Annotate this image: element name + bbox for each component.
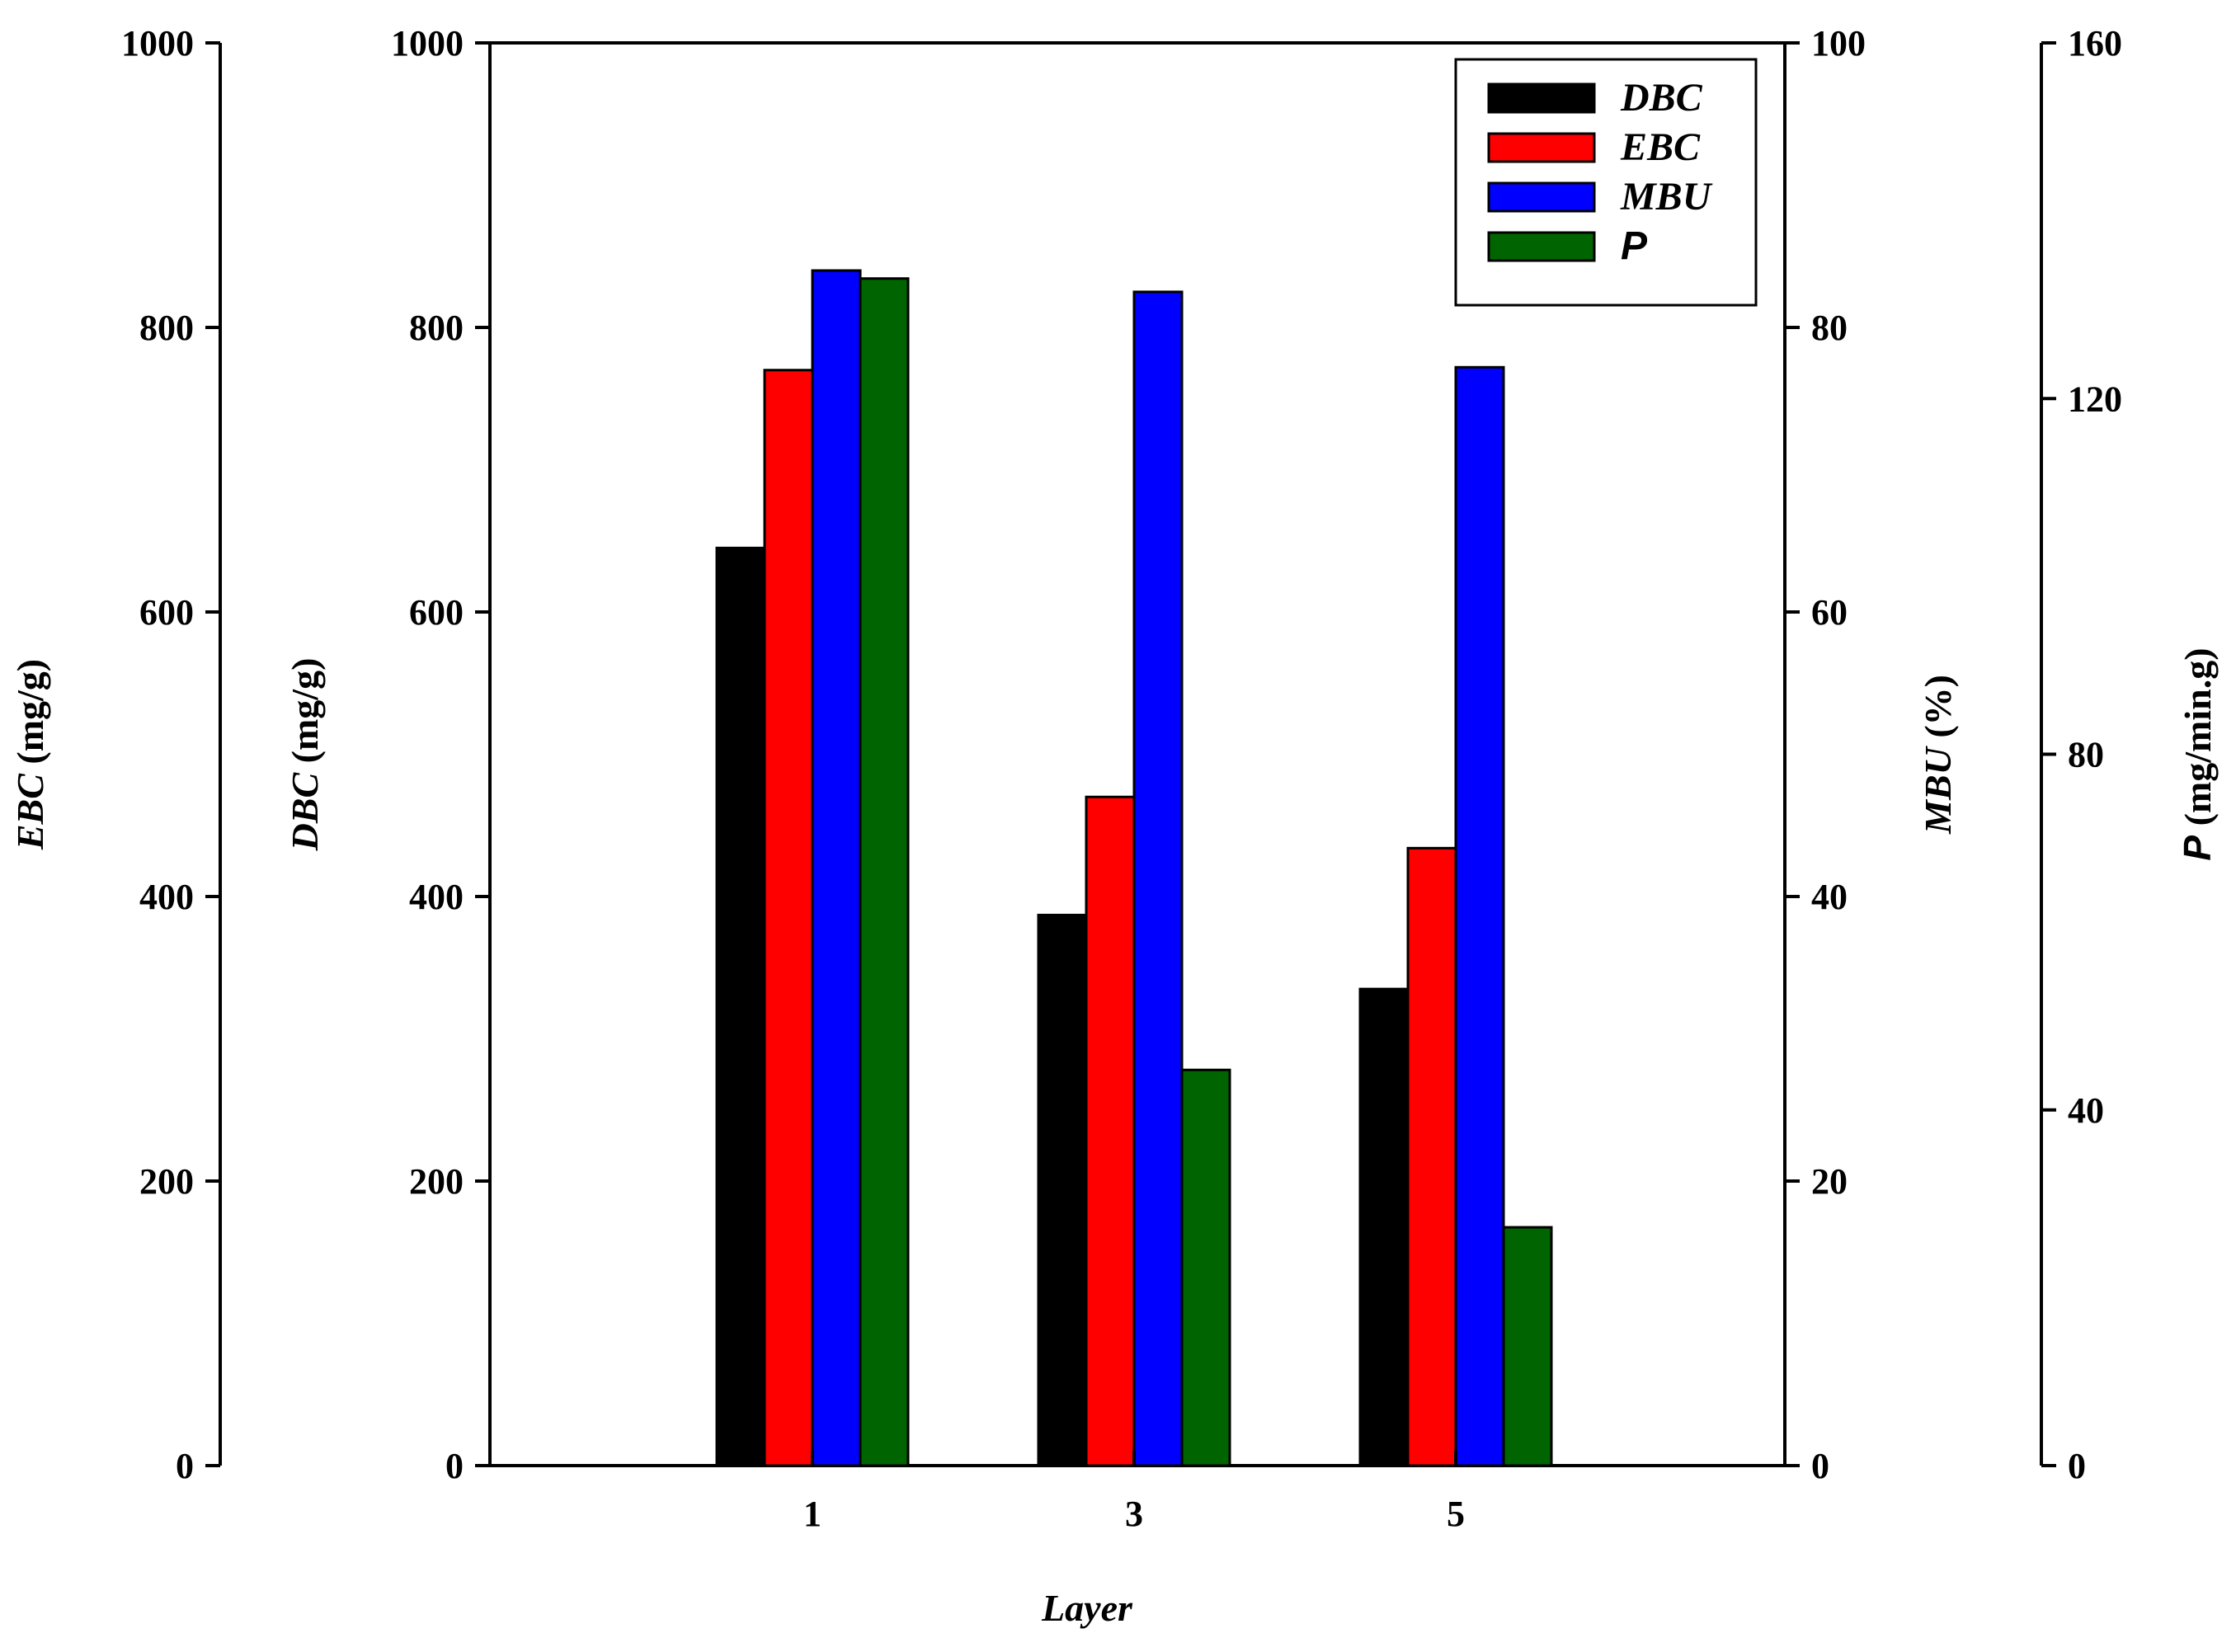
x-tick-label: 3 (1125, 1494, 1143, 1534)
mbu-tick-label: 100 (1811, 23, 1866, 64)
bar-p-layer-3 (1180, 1068, 1231, 1467)
legend-swatch-p (1487, 231, 1596, 262)
legend-swatch-ebc (1487, 132, 1596, 163)
bar-dbc-layer-1 (715, 546, 766, 1467)
mbu-tick-label: 60 (1811, 592, 1848, 633)
dbc-tick-label: 1000 (391, 23, 464, 64)
bar-p-layer-1 (859, 277, 910, 1467)
dbc-axis-title: DBC (mg/g) (284, 658, 326, 852)
mbu-tick-label: 0 (1811, 1446, 1829, 1486)
dbc-tick-label: 600 (409, 592, 464, 633)
p-tick-label: 120 (2068, 379, 2122, 419)
legend: DBC EBC MBU P (1454, 58, 1758, 307)
legend-swatch-mbu (1487, 181, 1596, 213)
ebc-tick-label: 400 (139, 877, 194, 917)
legend-label-ebc: EBC (1620, 125, 1701, 169)
bar-ebc-layer-3 (1085, 795, 1136, 1467)
dbc-tick-label: 800 (409, 308, 464, 348)
mbu-axis-title: MBU (%) (1917, 675, 1959, 835)
ebc-tick-label: 600 (139, 592, 194, 633)
mbu-tick-label: 40 (1811, 877, 1848, 917)
bar-dbc-layer-5 (1358, 987, 1410, 1467)
p-tick-label: 160 (2068, 23, 2122, 64)
bar-mbu-layer-3 (1132, 290, 1184, 1467)
ebc-tick-label: 200 (139, 1161, 194, 1202)
dbc-tick-label: 400 (409, 877, 464, 917)
x-tick-label: 5 (1447, 1494, 1465, 1534)
dbc-tick-label: 0 (445, 1446, 464, 1486)
p-tick-label: 0 (2068, 1446, 2086, 1486)
ebc-tick-label: 800 (139, 308, 194, 348)
x-tick-label: 1 (803, 1494, 821, 1534)
mbu-tick-label: 80 (1811, 308, 1848, 348)
legend-swatch-dbc (1487, 82, 1596, 114)
bar-mbu-layer-5 (1454, 365, 1505, 1467)
x-axis-label: Layer (1041, 1587, 1133, 1629)
bars-layer (715, 269, 1553, 1467)
bar-p-layer-5 (1502, 1226, 1553, 1467)
p-tick-label: 40 (2068, 1090, 2104, 1131)
ticks-layer: 0200400600800100002004006008001000020406… (121, 23, 2122, 1534)
mbu-tick-label: 20 (1811, 1161, 1848, 1202)
bar-ebc-layer-5 (1406, 846, 1457, 1467)
p-axis-title: P (mg/min.g) (2176, 647, 2219, 860)
bar-ebc-layer-1 (763, 369, 814, 1467)
p-tick-label: 80 (2068, 735, 2104, 775)
ebc-tick-label: 0 (176, 1446, 194, 1486)
legend-label-dbc: DBC (1620, 76, 1703, 120)
bar-mbu-layer-1 (811, 269, 862, 1467)
legend-label-mbu: MBU (1620, 175, 1713, 219)
axes-layer: EBC (mg/g) DBC (mg/g) MBU (%) P (mg/min.g) (9, 41, 2219, 1467)
ebc-tick-label: 1000 (121, 23, 194, 64)
legend-label-p: P (1621, 224, 1648, 268)
bar-dbc-layer-3 (1037, 913, 1088, 1467)
ebc-axis-title: EBC (mg/g) (9, 659, 51, 850)
dbc-tick-label: 200 (409, 1161, 464, 1202)
